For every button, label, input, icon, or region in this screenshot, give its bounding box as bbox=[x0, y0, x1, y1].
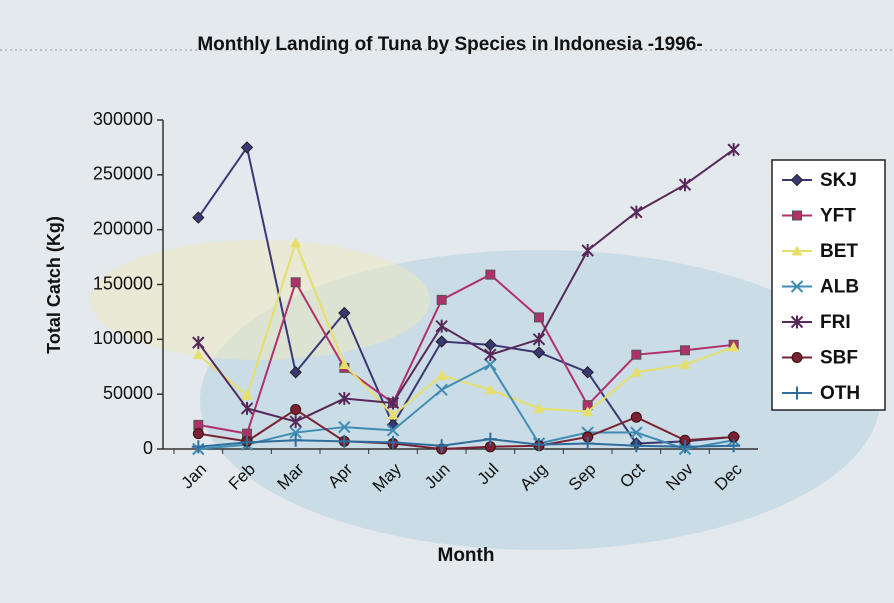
marker bbox=[582, 406, 594, 417]
y-tick-label: 0 bbox=[143, 438, 153, 458]
marker bbox=[630, 426, 643, 439]
marker bbox=[338, 359, 350, 370]
marker bbox=[680, 345, 690, 356]
series-line bbox=[197, 148, 735, 423]
marker bbox=[532, 346, 546, 359]
legend-label: OTH bbox=[820, 383, 860, 404]
series-line bbox=[198, 408, 734, 451]
y-tick-label: 100000 bbox=[93, 328, 153, 348]
marker bbox=[435, 383, 448, 396]
marker bbox=[790, 173, 804, 187]
legend-box bbox=[771, 159, 886, 411]
marker bbox=[386, 396, 400, 410]
marker bbox=[192, 349, 204, 360]
marker bbox=[290, 404, 302, 416]
marker bbox=[728, 341, 740, 352]
marker bbox=[338, 420, 351, 434]
marker bbox=[791, 352, 803, 363]
marker bbox=[387, 409, 399, 420]
marker bbox=[630, 411, 642, 423]
marker bbox=[630, 205, 643, 219]
series-line bbox=[198, 363, 734, 451]
marker bbox=[532, 332, 546, 346]
marker bbox=[240, 401, 254, 415]
marker bbox=[792, 210, 802, 221]
legend-label: YFT bbox=[820, 206, 856, 227]
marker bbox=[436, 370, 448, 381]
legend-label: SKJ bbox=[820, 170, 857, 191]
marker bbox=[727, 143, 740, 157]
marker bbox=[192, 428, 204, 440]
marker bbox=[386, 435, 400, 449]
marker bbox=[727, 439, 741, 453]
marker bbox=[337, 434, 351, 448]
marker bbox=[485, 269, 496, 280]
marker bbox=[484, 384, 496, 395]
marker bbox=[791, 245, 803, 256]
marker bbox=[581, 244, 594, 258]
marker bbox=[484, 358, 497, 371]
marker bbox=[790, 386, 804, 400]
marker bbox=[484, 348, 497, 362]
series-line bbox=[198, 273, 734, 435]
marker bbox=[435, 335, 448, 348]
legend-label: SBF bbox=[820, 348, 858, 369]
series-line bbox=[197, 239, 735, 417]
marker bbox=[534, 312, 544, 323]
marker bbox=[436, 294, 447, 305]
marker bbox=[631, 349, 642, 360]
legend-label: BET bbox=[820, 241, 858, 262]
marker bbox=[678, 178, 692, 192]
y-tick-label: 300000 bbox=[93, 109, 153, 129]
marker bbox=[386, 424, 400, 437]
marker bbox=[630, 366, 642, 377]
backdrop-shape bbox=[90, 240, 430, 360]
marker bbox=[241, 389, 253, 400]
chart-title: Monthly Landing of Tuna by Species in In… bbox=[197, 34, 702, 55]
series-line bbox=[197, 144, 734, 445]
marker bbox=[192, 336, 205, 350]
marker bbox=[240, 435, 254, 449]
marker bbox=[193, 419, 204, 430]
marker bbox=[790, 280, 804, 293]
y-tick-label: 200000 bbox=[93, 218, 153, 238]
marker bbox=[435, 319, 448, 333]
marker bbox=[483, 432, 497, 446]
marker bbox=[581, 366, 594, 379]
marker bbox=[290, 277, 301, 288]
marker bbox=[533, 402, 545, 413]
y-axis-label: Total Catch (Kg) bbox=[44, 216, 64, 354]
marker bbox=[289, 366, 302, 379]
marker bbox=[338, 306, 351, 320]
x-axis-label: Month bbox=[438, 545, 495, 566]
marker bbox=[532, 438, 546, 452]
marker bbox=[191, 440, 205, 454]
y-tick-label: 50000 bbox=[103, 383, 153, 403]
marker bbox=[240, 141, 254, 154]
marker bbox=[192, 211, 205, 224]
series-line bbox=[198, 438, 734, 448]
marker bbox=[790, 315, 804, 329]
legend-label: ALB bbox=[820, 277, 859, 298]
marker bbox=[290, 237, 302, 248]
marker bbox=[435, 439, 449, 453]
marker bbox=[289, 415, 302, 429]
marker bbox=[679, 359, 691, 370]
marker bbox=[629, 439, 643, 453]
marker bbox=[289, 433, 303, 447]
y-tick-label: 150000 bbox=[93, 273, 153, 293]
y-tick-label: 250000 bbox=[93, 164, 153, 184]
marker bbox=[289, 426, 302, 439]
legend-label: FRI bbox=[820, 312, 851, 333]
marker bbox=[338, 392, 351, 406]
marker bbox=[678, 440, 692, 454]
marker bbox=[581, 437, 595, 451]
